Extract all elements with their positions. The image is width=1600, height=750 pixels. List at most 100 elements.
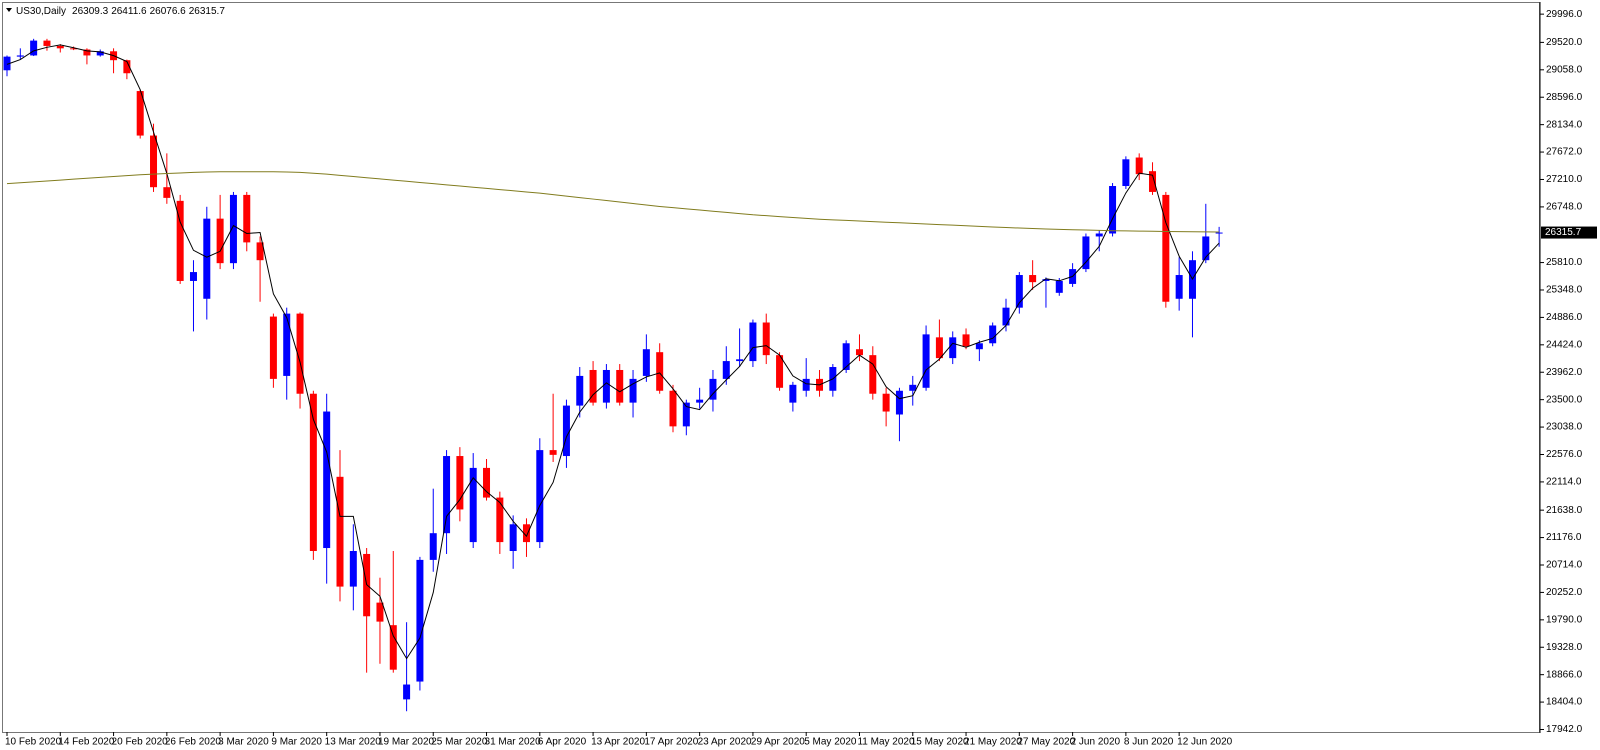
y-tick-label: 25810.0 bbox=[1546, 257, 1583, 268]
candle-body bbox=[602, 369, 610, 403]
candle-body bbox=[3, 56, 11, 71]
candle-body bbox=[416, 559, 424, 682]
candle-body bbox=[975, 343, 983, 350]
candle-body bbox=[349, 550, 357, 587]
x-tick-label: 25 Mar 2020 bbox=[431, 737, 488, 748]
x-tick-label: 13 Apr 2020 bbox=[591, 737, 645, 748]
x-tick-label: 6 Apr 2020 bbox=[538, 737, 587, 748]
candle-body bbox=[70, 48, 78, 50]
candle-body bbox=[56, 45, 64, 49]
y-tick-label: 27672.0 bbox=[1546, 147, 1583, 158]
candle-body bbox=[509, 524, 517, 551]
candle-body bbox=[682, 402, 690, 427]
candle-body bbox=[869, 355, 877, 394]
candle-body bbox=[229, 194, 237, 264]
candle-body bbox=[16, 55, 24, 57]
candle-body bbox=[296, 313, 304, 394]
candle-body bbox=[1029, 275, 1037, 283]
y-tick-label: 29520.0 bbox=[1546, 37, 1583, 48]
candle-body bbox=[1175, 275, 1183, 299]
y-tick-label: 26748.0 bbox=[1546, 202, 1583, 213]
candle-body bbox=[96, 51, 104, 56]
candle-body bbox=[456, 456, 464, 510]
candle-body bbox=[1015, 275, 1023, 308]
y-tick-label: 28134.0 bbox=[1546, 119, 1583, 130]
y-tick-label: 25348.0 bbox=[1546, 285, 1583, 296]
current-price-box bbox=[1541, 226, 1597, 239]
x-tick-label: 29 Apr 2020 bbox=[751, 737, 805, 748]
y-tick-label: 20252.0 bbox=[1546, 587, 1583, 598]
x-tick-label: 27 May 2020 bbox=[1017, 737, 1075, 748]
candle-body bbox=[642, 349, 650, 376]
y-tick-label: 29058.0 bbox=[1546, 64, 1583, 75]
x-tick-label: 23 Apr 2020 bbox=[698, 737, 752, 748]
candle-body bbox=[1109, 186, 1117, 234]
x-tick-label: 5 May 2020 bbox=[804, 737, 857, 748]
y-tick-label: 21176.0 bbox=[1546, 532, 1582, 543]
candle-body bbox=[309, 393, 317, 551]
x-tick-label: 10 Feb 2020 bbox=[5, 737, 62, 748]
y-tick-label: 24424.0 bbox=[1546, 339, 1583, 350]
y-tick-label: 22114.0 bbox=[1546, 477, 1582, 488]
candle-body bbox=[629, 378, 637, 403]
current-price-label: 26315.7 bbox=[1545, 227, 1582, 238]
candle-body bbox=[496, 497, 504, 543]
candle-body bbox=[469, 467, 477, 543]
candle-body bbox=[669, 390, 677, 427]
last-high: 26411.6 bbox=[111, 6, 147, 17]
x-tick-label: 3 Mar 2020 bbox=[218, 737, 269, 748]
x-tick-label: 2 Jun 2020 bbox=[1071, 737, 1121, 748]
chart-title: US30,Daily bbox=[16, 6, 66, 17]
y-tick-label: 23962.0 bbox=[1546, 367, 1583, 378]
x-tick-label: 11 May 2020 bbox=[857, 737, 915, 748]
candle-body bbox=[163, 187, 171, 198]
candle-body bbox=[1055, 280, 1063, 293]
candle-body bbox=[376, 602, 384, 622]
candle-body bbox=[323, 411, 331, 549]
y-tick-label: 23500.0 bbox=[1546, 394, 1583, 405]
candle-body bbox=[696, 399, 704, 403]
candle-body bbox=[1002, 307, 1010, 326]
y-tick-label: 18404.0 bbox=[1546, 697, 1583, 708]
candle-body bbox=[150, 135, 158, 188]
candle-body bbox=[576, 375, 584, 406]
candle-body bbox=[243, 194, 251, 243]
y-tick-label: 21638.0 bbox=[1546, 505, 1583, 516]
candle-body bbox=[549, 450, 557, 455]
candle-body bbox=[709, 378, 717, 400]
y-tick-label: 28596.0 bbox=[1546, 92, 1583, 103]
candle-body bbox=[855, 349, 863, 356]
y-tick-label: 29996.0 bbox=[1546, 9, 1583, 20]
symbol-menu-arrow[interactable] bbox=[6, 8, 12, 12]
candle-body bbox=[1082, 236, 1090, 270]
x-tick-label: 9 Mar 2020 bbox=[271, 737, 322, 748]
candle-body bbox=[443, 456, 451, 534]
candle-body bbox=[283, 313, 291, 376]
x-tick-label: 17 Apr 2020 bbox=[644, 737, 698, 748]
candle-body bbox=[429, 533, 437, 560]
y-tick-label: 23038.0 bbox=[1546, 422, 1583, 433]
candle-body bbox=[483, 467, 491, 498]
x-tick-label: 26 Feb 2020 bbox=[165, 737, 222, 748]
candle-body bbox=[789, 384, 797, 403]
x-tick-label: 8 Jun 2020 bbox=[1124, 737, 1174, 748]
last-close: 26315.7 bbox=[189, 6, 226, 17]
x-tick-label: 31 Mar 2020 bbox=[485, 737, 542, 748]
candle-body bbox=[1202, 236, 1210, 261]
candle-body bbox=[203, 218, 211, 299]
candle-body bbox=[1162, 194, 1170, 302]
y-tick-label: 18866.0 bbox=[1546, 669, 1583, 680]
candle-body bbox=[762, 322, 770, 356]
plot-frame bbox=[2, 2, 1540, 733]
candle-body bbox=[842, 343, 850, 370]
candle-body bbox=[256, 242, 264, 261]
y-tick-label: 27210.0 bbox=[1546, 174, 1583, 185]
y-tick-label: 20714.0 bbox=[1546, 560, 1583, 571]
candle-body bbox=[336, 476, 344, 587]
candle-body bbox=[749, 322, 757, 362]
x-tick-label: 15 May 2020 bbox=[911, 737, 969, 748]
candle-body bbox=[589, 369, 597, 403]
moving-average-line bbox=[6, 171, 1220, 233]
candle-body bbox=[1122, 159, 1130, 187]
